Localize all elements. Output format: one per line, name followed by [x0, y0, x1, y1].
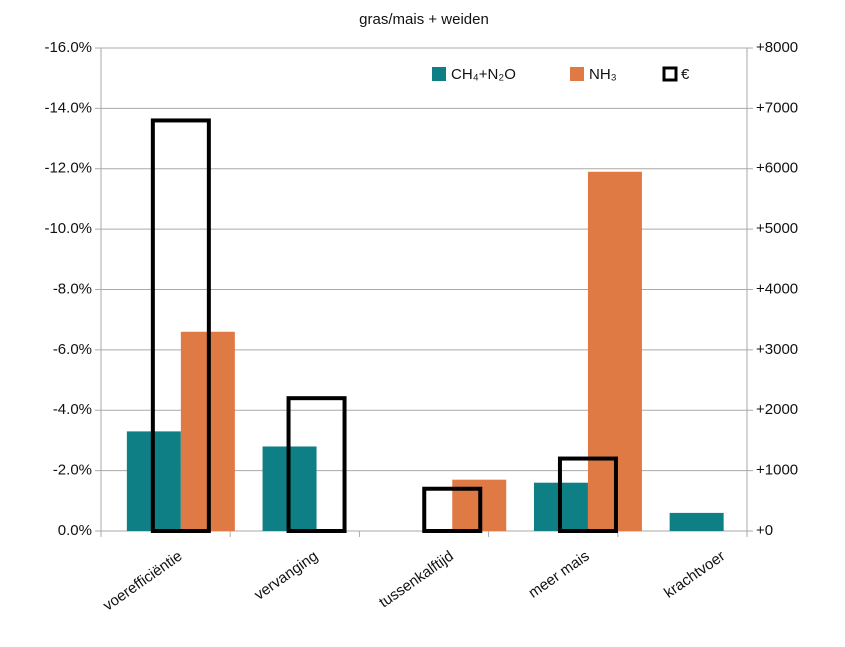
- y2-tick-label: +6000: [756, 160, 798, 177]
- y-tick-label: 0.0%: [58, 522, 92, 539]
- legend-swatch: [570, 67, 584, 81]
- y-tick-label: -16.0%: [44, 39, 92, 56]
- x-tick-label: voerefficiëntie: [100, 548, 185, 615]
- y2-tick-label: +3000: [756, 341, 798, 358]
- bar: [669, 512, 724, 531]
- bar-outline: [422, 486, 483, 533]
- legend-swatch: [432, 67, 446, 81]
- legend-label: CH₄+N₂O: [451, 66, 516, 83]
- legend-label: NH₃: [589, 66, 617, 83]
- y2-tick-label: +4000: [756, 280, 798, 297]
- y2-tick-label: +7000: [756, 99, 798, 116]
- y-tick-label: -8.0%: [53, 280, 92, 297]
- bar-outline: [286, 396, 347, 533]
- y2-tick-label: +1000: [756, 462, 798, 479]
- y-tick-label: -6.0%: [53, 341, 92, 358]
- y-tick-label: -12.0%: [44, 160, 92, 177]
- y2-tick-label: +0: [756, 522, 773, 539]
- y-tick-label: -10.0%: [44, 220, 92, 237]
- x-tick-label: tussenkalftijd: [376, 548, 457, 612]
- bar-outline: [150, 118, 211, 533]
- legend-swatch: [662, 66, 678, 82]
- x-tick-label: krachtvoer: [661, 548, 728, 602]
- x-tick-label: vervanging: [251, 548, 321, 604]
- y-tick-label: -4.0%: [53, 401, 92, 418]
- y2-tick-label: +2000: [756, 401, 798, 418]
- y2-tick-label: +5000: [756, 220, 798, 237]
- y-tick-label: -2.0%: [53, 462, 92, 479]
- y2-tick-label: +8000: [756, 39, 798, 56]
- bar-outline: [557, 456, 618, 533]
- x-tick-label: meer mais: [525, 548, 592, 602]
- y-tick-label: -14.0%: [44, 99, 92, 116]
- legend-label: €: [681, 66, 690, 83]
- chart-title: gras/mais + weiden: [359, 11, 489, 28]
